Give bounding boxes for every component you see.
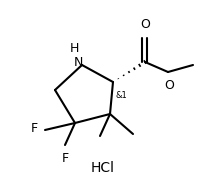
Text: H: H	[69, 42, 78, 55]
Text: F: F	[31, 123, 38, 135]
Text: F: F	[61, 152, 68, 165]
Text: N: N	[73, 56, 82, 70]
Text: O: O	[163, 79, 173, 92]
Text: HCl: HCl	[91, 161, 115, 175]
Text: &1: &1	[115, 91, 127, 100]
Text: O: O	[139, 18, 149, 31]
